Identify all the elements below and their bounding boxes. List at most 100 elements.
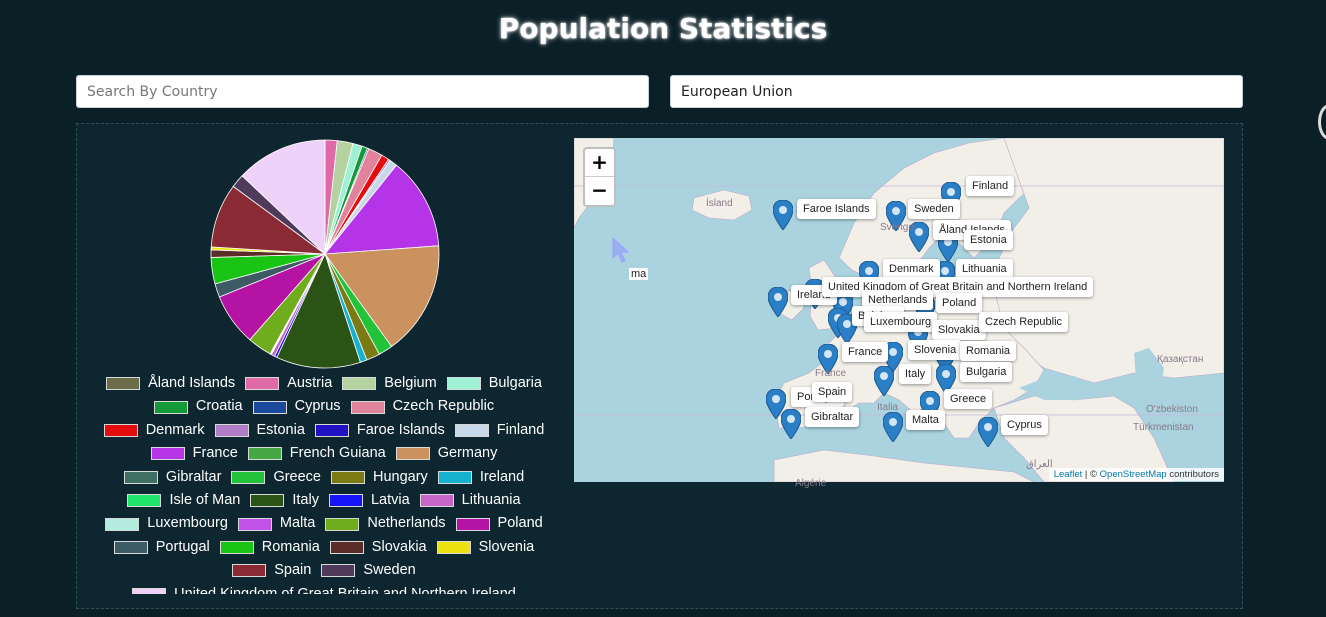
zoom-in-button[interactable]: + bbox=[585, 149, 614, 177]
osm-link[interactable]: OpenStreetMap bbox=[1099, 469, 1167, 480]
legend-swatch bbox=[250, 494, 285, 508]
legend-item[interactable]: French Guiana bbox=[247, 442, 386, 465]
legend-item[interactable]: Spain bbox=[232, 559, 311, 582]
basemap-place-label: Algérie bbox=[795, 478, 827, 489]
pie-slice[interactable] bbox=[324, 164, 440, 255]
legend-label: Germany bbox=[437, 445, 498, 462]
legend-item[interactable]: Faroe Islands bbox=[314, 419, 445, 442]
leaflet-link[interactable]: Leaflet bbox=[1053, 469, 1083, 480]
map-marker-icon[interactable] bbox=[773, 200, 793, 230]
legend-swatch bbox=[245, 377, 280, 391]
basemap-place-label: Қазақстан bbox=[1157, 354, 1204, 365]
map-marker-label: Poland bbox=[936, 293, 983, 313]
legend-item[interactable]: Denmark bbox=[103, 419, 205, 442]
legend-item[interactable]: Netherlands bbox=[325, 512, 446, 535]
map-marker-icon[interactable] bbox=[978, 417, 998, 447]
legend-item[interactable]: Poland bbox=[455, 512, 543, 535]
legend-label: Slovakia bbox=[371, 538, 427, 555]
legend-item[interactable]: Czech Republic bbox=[350, 395, 494, 418]
search-input[interactable] bbox=[76, 75, 649, 108]
legend-item[interactable]: Germany bbox=[395, 442, 498, 465]
basemap-place-label: Sverige bbox=[880, 222, 914, 233]
legend-item[interactable]: Slovakia bbox=[329, 536, 427, 559]
legend-item[interactable]: United Kingdom of Great Britain and Nort… bbox=[132, 583, 516, 594]
legend-swatch bbox=[455, 517, 490, 531]
pie-legend: Åland Islands Austria Belgium Bulgaria Croat… bbox=[96, 372, 552, 594]
legend-item[interactable]: Lithuania bbox=[419, 489, 521, 512]
legend-swatch bbox=[331, 470, 365, 484]
legend-item[interactable]: Italy bbox=[250, 489, 319, 512]
legend-item[interactable]: Gibraltar bbox=[123, 466, 222, 489]
legend-swatch bbox=[436, 541, 471, 555]
legend-label: Ireland bbox=[479, 468, 525, 485]
map-marker-icon[interactable] bbox=[883, 412, 903, 442]
legend-swatch bbox=[328, 494, 363, 508]
legend-label: Finland bbox=[496, 421, 545, 438]
legend-item[interactable]: Luxembourg bbox=[105, 512, 228, 535]
attribution-sep: | © bbox=[1082, 469, 1100, 480]
legend-swatch bbox=[321, 564, 356, 578]
legend-swatch bbox=[232, 564, 267, 578]
pie-slice[interactable] bbox=[276, 252, 361, 369]
legend-swatch bbox=[395, 447, 430, 461]
legend-item[interactable]: Åland Islands bbox=[106, 372, 235, 395]
legend-item[interactable]: Greece bbox=[231, 466, 321, 489]
legend-item[interactable]: France bbox=[150, 442, 238, 465]
basemap-place-label: Türkmenistan bbox=[1133, 422, 1194, 433]
legend-item[interactable]: Bulgaria bbox=[446, 372, 542, 395]
legend-item[interactable]: Sweden bbox=[321, 559, 416, 582]
zoom-out-button[interactable]: − bbox=[591, 178, 608, 202]
legend-item[interactable]: Finland bbox=[454, 419, 545, 442]
legend-label: French Guiana bbox=[289, 445, 386, 462]
map-marker-label: Slovenia bbox=[908, 340, 963, 360]
legend-item[interactable]: Isle of Man bbox=[127, 489, 240, 512]
legend-swatch bbox=[123, 470, 158, 484]
map-marker-icon[interactable] bbox=[768, 287, 788, 317]
map-marker-icon[interactable] bbox=[909, 222, 929, 252]
legend-item[interactable]: Latvia bbox=[328, 489, 410, 512]
map-marker-label: Cyprus bbox=[1001, 415, 1048, 435]
map-marker-label: Netherlands bbox=[862, 290, 934, 310]
legend-item[interactable]: Slovenia bbox=[436, 536, 535, 559]
legend-swatch bbox=[132, 587, 167, 594]
legend-item[interactable]: Austria bbox=[245, 372, 332, 395]
legend-label: Faroe Islands bbox=[356, 421, 445, 438]
map-marker-icon[interactable] bbox=[818, 344, 838, 374]
legend-label: Slovenia bbox=[478, 538, 535, 555]
map-marker-icon[interactable] bbox=[874, 366, 894, 396]
legend-item[interactable]: Cyprus bbox=[252, 395, 341, 418]
legend-label: Gibraltar bbox=[165, 468, 222, 485]
map-marker-label: Romania bbox=[960, 341, 1017, 361]
legend-label: Italy bbox=[292, 492, 319, 509]
legend-item[interactable]: Estonia bbox=[214, 419, 305, 442]
legend-item[interactable]: Malta bbox=[237, 512, 315, 535]
map-marker-label: Spain bbox=[812, 382, 853, 402]
legend-item[interactable]: Croatia bbox=[153, 395, 243, 418]
map-marker-label: Slovakia bbox=[932, 320, 986, 340]
map-marker-icon[interactable] bbox=[886, 201, 906, 231]
map-marker-icon[interactable] bbox=[766, 389, 786, 419]
legend-item[interactable]: Hungary bbox=[331, 466, 428, 489]
map-marker-icon[interactable] bbox=[936, 364, 956, 394]
legend-label: Belgium bbox=[384, 375, 437, 391]
legend-item[interactable]: Romania bbox=[219, 536, 320, 559]
map-marker-label: Denmark bbox=[883, 259, 940, 279]
map-marker-label: Bulgaria bbox=[960, 362, 1013, 382]
map-marker-icon[interactable] bbox=[781, 409, 801, 439]
legend-label: Greece bbox=[273, 468, 321, 485]
legend-item[interactable]: Portugal bbox=[113, 536, 210, 559]
pie-slice[interactable] bbox=[324, 245, 440, 348]
region-input[interactable] bbox=[670, 75, 1243, 108]
legend-label: Portugal bbox=[155, 538, 210, 555]
legend-item[interactable]: Ireland bbox=[437, 466, 525, 489]
legend-swatch bbox=[437, 470, 472, 484]
legend-swatch bbox=[446, 377, 481, 391]
cursor-tooltip: ma bbox=[629, 268, 649, 280]
legend-swatch bbox=[252, 400, 287, 414]
page-title: Population Statistics bbox=[498, 12, 828, 45]
legend-label: Estonia bbox=[256, 421, 305, 438]
pie-slice[interactable] bbox=[241, 139, 326, 255]
legend-item[interactable]: Belgium bbox=[342, 372, 437, 395]
legend-label: Latvia bbox=[370, 492, 410, 509]
basemap-place-label: Italia bbox=[877, 402, 899, 413]
